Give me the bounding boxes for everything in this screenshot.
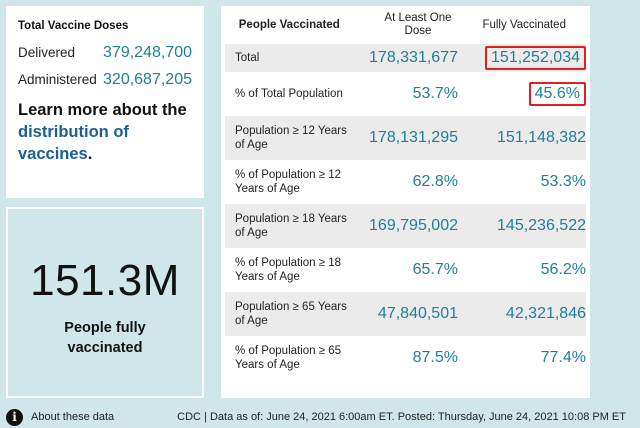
header-fully-vaccinated: Fully Vaccinated — [482, 18, 566, 31]
at-least-one-dose-value: 62.8% — [412, 173, 458, 190]
total-doses-panel: Total Vaccine Doses Delivered 379,248,70… — [6, 6, 204, 198]
row-label: % of Population ≥ 65 Years of Age — [235, 345, 342, 371]
administered-label: Administered — [18, 72, 97, 87]
at-least-one-dose-value: 178,331,677 — [369, 49, 458, 66]
header-at-least-one-dose: At Least One Dose — [384, 12, 452, 37]
delivered-row: Delivered 379,248,700 — [18, 44, 192, 62]
at-least-one-dose-value: 47,840,501 — [377, 305, 458, 322]
fully-vaccinated-value: 42,321,846 — [505, 305, 586, 322]
people-vaccinated-table: People Vaccinated At Least One Dose Full… — [221, 6, 590, 398]
fully-vaccinated-cell: 145,236,522 — [458, 217, 586, 235]
info-icon[interactable]: i — [6, 408, 23, 426]
learn-suffix: . — [87, 145, 93, 163]
learn-more-text: Learn more about the distribution of vac… — [18, 99, 192, 165]
table-row: Total 178,331,677 151,252,034 — [225, 44, 586, 72]
table-row: % of Population ≥ 12 Years of Age 62.8% 53… — [225, 160, 586, 204]
fully-vaccinated-cell: 151,148,382 — [458, 129, 586, 147]
row-label: % of Population ≥ 12 Years of Age — [235, 169, 342, 195]
fully-vaccinated-panel: 151.3M People fully vaccinated — [6, 207, 204, 398]
row-label: % of Total Population — [235, 88, 343, 100]
at-least-one-dose-value: 178,131,295 — [369, 129, 458, 146]
fully-vaccinated-cell: 42,321,846 — [458, 305, 586, 323]
at-least-one-dose-value: 65.7% — [412, 261, 458, 278]
fully-vaccinated-value: 151,148,382 — [497, 129, 586, 146]
fully-vaccinated-cell: 53.3% — [458, 173, 586, 191]
table-row: Population ≥ 18 Years of Age 169,795,002 1… — [225, 204, 586, 248]
about-these-data-link[interactable]: About these data — [31, 411, 115, 423]
at-least-one-dose-value: 87.5% — [412, 349, 458, 366]
table-row: % of Population ≥ 65 Years of Age 87.5% 77… — [225, 336, 586, 380]
data-source-text: CDC | Data as of: June 24, 2021 6:00am E… — [177, 411, 626, 423]
fully-vaccinated-value: 45.6% — [528, 82, 586, 106]
fully-vaccinated-value: 151,252,034 — [485, 46, 586, 70]
row-label: Population ≥ 65 Years of Age — [235, 301, 347, 327]
fully-vaccinated-count: 151.3M — [30, 255, 180, 305]
learn-prefix: Learn more about the — [18, 101, 187, 119]
table-header: People Vaccinated At Least One Dose Full… — [225, 6, 586, 44]
table-row: Population ≥ 12 Years of Age 178,131,295 1… — [225, 116, 586, 160]
fully-vaccinated-cell: 77.4% — [458, 349, 586, 367]
at-least-one-dose-value: 169,795,002 — [369, 217, 458, 234]
fully-vaccinated-cell: 45.6% — [458, 82, 586, 106]
distribution-link[interactable]: distribution of vaccines — [18, 123, 129, 163]
fully-vaccinated-cell: 151,252,034 — [458, 46, 586, 70]
fully-vaccinated-cell: 56.2% — [458, 261, 586, 279]
fully-vaccinated-value: 56.2% — [540, 261, 586, 278]
administered-row: Administered 320,687,205 — [18, 71, 192, 89]
fully-vaccinated-value: 53.3% — [540, 173, 586, 190]
row-label: % of Population ≥ 18 Years of Age — [235, 257, 342, 283]
at-least-one-dose-value: 53.7% — [412, 85, 458, 102]
delivered-label: Delivered — [18, 45, 76, 60]
header-people-vaccinated: People Vaccinated — [238, 18, 340, 31]
fully-vaccinated-value: 77.4% — [540, 349, 586, 366]
row-label: Population ≥ 12 Years of Age — [235, 125, 347, 151]
table-row: % of Population ≥ 18 Years of Age 65.7% 56… — [225, 248, 586, 292]
footer: i About these data CDC | Data as of: Jun… — [6, 408, 626, 426]
row-label: Population ≥ 18 Years of Age — [235, 213, 347, 239]
delivered-value: 379,248,700 — [103, 44, 192, 61]
fully-vaccinated-label: People fully vaccinated — [64, 319, 146, 356]
table-row: % of Total Population 53.7% 45.6% — [225, 72, 586, 116]
table-row: Population ≥ 65 Years of Age 47,840,501 42… — [225, 292, 586, 336]
row-label: Total — [235, 52, 260, 64]
fully-vaccinated-value: 145,236,522 — [497, 217, 586, 234]
administered-value: 320,687,205 — [103, 71, 192, 88]
doses-title: Total Vaccine Doses — [18, 20, 129, 32]
